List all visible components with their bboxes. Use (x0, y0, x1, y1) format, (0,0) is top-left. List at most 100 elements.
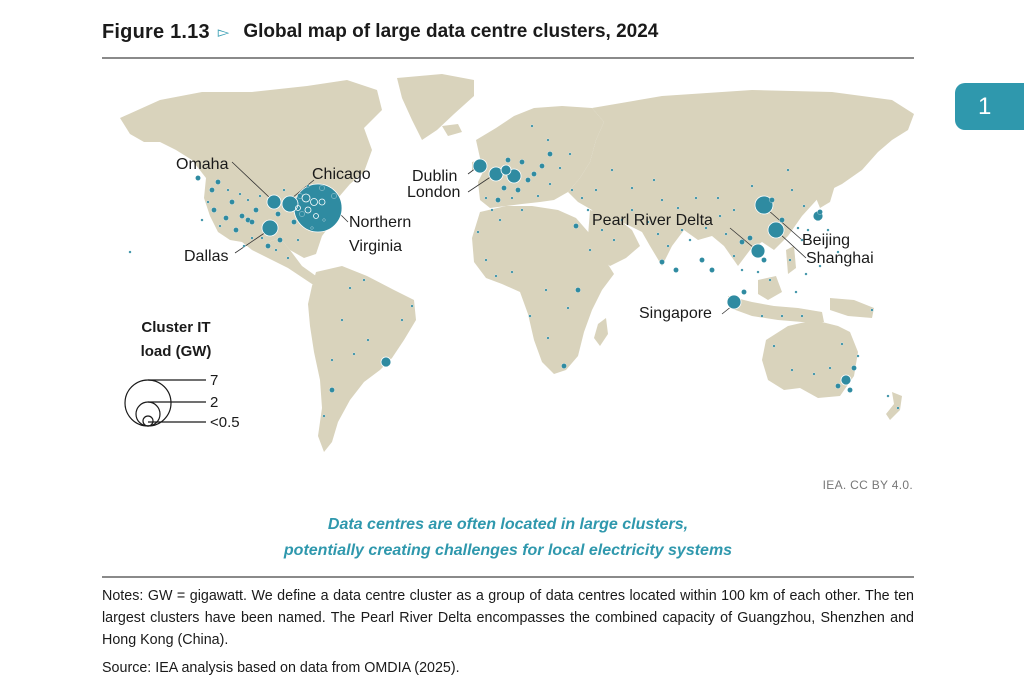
cluster-circles (128, 124, 900, 418)
chapter-tab[interactable]: 1 (955, 83, 1024, 130)
cluster-circle-small (673, 267, 679, 273)
cluster-circle-tiny (716, 196, 720, 200)
cluster-circle-small (253, 207, 259, 213)
overlap-ring (318, 198, 326, 206)
cluster-circle-tiny (258, 194, 262, 198)
cluster-circle-tiny (586, 208, 590, 212)
top-divider (102, 57, 914, 59)
overlap-ring (301, 193, 311, 203)
map-label-beijing: Beijing (802, 232, 850, 249)
cluster-circle-small (851, 365, 857, 371)
cluster-beijing (754, 195, 774, 215)
map-label-nva2: Virginia (349, 238, 402, 255)
cluster-circle-tiny (260, 236, 264, 240)
land-new-zealand (886, 392, 902, 420)
land-indonesia (728, 296, 824, 322)
legend-value-7gw: 7 (210, 372, 218, 389)
cluster-circle-small (229, 199, 235, 205)
cluster-singapore (726, 294, 742, 310)
cluster-circle-small (739, 239, 745, 245)
cluster-circle-tiny (694, 196, 698, 200)
land-europe (476, 106, 604, 208)
cluster-circle-tiny (790, 188, 794, 192)
land-greenland (397, 74, 474, 140)
cluster-circle-tiny (218, 224, 222, 228)
cluster-circle-tiny (352, 352, 356, 356)
cluster-circle-tiny (806, 228, 810, 232)
figure-title: Global map of large data centre clusters… (243, 21, 659, 42)
credit-line: IEA. CC BY 4.0. (822, 478, 913, 492)
cluster-circle-tiny (870, 308, 874, 312)
cluster-circle-tiny (490, 208, 494, 212)
map-label-dallas: Dallas (184, 248, 228, 265)
cluster-circle-tiny (410, 304, 414, 308)
land-new-guinea (830, 298, 874, 318)
cluster-circle-small (747, 235, 753, 241)
cluster-circle-tiny (666, 244, 670, 248)
cluster-circle-tiny (804, 272, 808, 276)
triangle-arrow-icon: ▻ (217, 24, 230, 41)
cluster-circle-small (515, 187, 521, 193)
cluster-circle-tiny (600, 228, 604, 232)
cluster-circle-tiny (484, 196, 488, 200)
land-madagascar (594, 318, 608, 346)
cluster-chicago (281, 195, 299, 213)
cluster-circle-tiny (588, 248, 592, 252)
cluster-circle-small (847, 387, 853, 393)
legend-title-line1: Cluster IT (141, 319, 210, 336)
legend-value-0.5gw: <0.5 (210, 414, 240, 431)
cluster-circle-tiny (790, 368, 794, 372)
cluster-circle-small (319, 185, 325, 191)
cluster-circle-tiny (250, 236, 254, 240)
cluster-circle-tiny (740, 268, 744, 272)
overlap-ring (313, 213, 319, 219)
cluster-circle-tiny (306, 184, 310, 188)
legend-value-2gw: 2 (210, 394, 218, 411)
cluster-circle-tiny (812, 372, 816, 376)
land-central-america (252, 238, 322, 284)
cluster-circle-tiny (646, 220, 650, 224)
cluster-circle-small (539, 163, 545, 169)
cluster-circle-tiny (840, 342, 844, 346)
cluster-circle-tiny (206, 200, 210, 204)
cluster-circle-tiny (676, 206, 680, 210)
land-masses (120, 74, 914, 452)
cluster-circle-small (531, 171, 537, 177)
cluster-labels: Omaha Chicago Northern Virginia Dallas Dublin… (176, 156, 874, 322)
cluster-circle-tiny (800, 238, 804, 242)
map-label-omaha: Omaha (176, 156, 229, 173)
cluster-circle-small (835, 383, 841, 389)
cluster-circle-tiny (246, 198, 250, 202)
overlap-ring (310, 198, 318, 206)
cluster-circle-tiny (656, 232, 660, 236)
cluster-circle-small (779, 217, 785, 223)
cluster-circle-small (329, 387, 335, 393)
cluster-circle-tiny (322, 218, 326, 222)
world-map: Omaha Chicago Northern Virginia Dallas Dublin… (120, 74, 914, 452)
cluster-circle-small (547, 151, 553, 157)
land-borneo (758, 276, 782, 300)
cluster-circle-tiny (530, 124, 534, 128)
cluster-circle-tiny (856, 354, 860, 358)
cluster-circle-tiny (680, 228, 684, 232)
land-africa (472, 206, 614, 374)
cluster-circle-tiny (568, 152, 572, 156)
figure-header: Figure 1.13 ▻ Global map of large data c… (102, 18, 914, 46)
cluster-circle-tiny (612, 238, 616, 242)
cluster-circle-tiny (794, 290, 798, 294)
cluster-circle-small (525, 177, 531, 183)
overlap-ring (304, 206, 312, 214)
cluster-circle-small (209, 187, 215, 193)
cluster-circle-tiny (348, 286, 352, 290)
cluster-circle-tiny (732, 254, 736, 258)
cluster-circle-small (659, 259, 665, 265)
cluster-circle-tiny (580, 196, 584, 200)
caption-line-1: Data centres are often located in large … (327, 516, 689, 533)
cluster-circle-small (195, 175, 201, 181)
land-south-america (308, 266, 416, 452)
cluster-circle-tiny (724, 232, 728, 236)
overlap-ring (295, 205, 301, 211)
leader-line-london (467, 175, 493, 193)
land-japan (816, 170, 836, 208)
cluster-circle-small (249, 219, 255, 225)
